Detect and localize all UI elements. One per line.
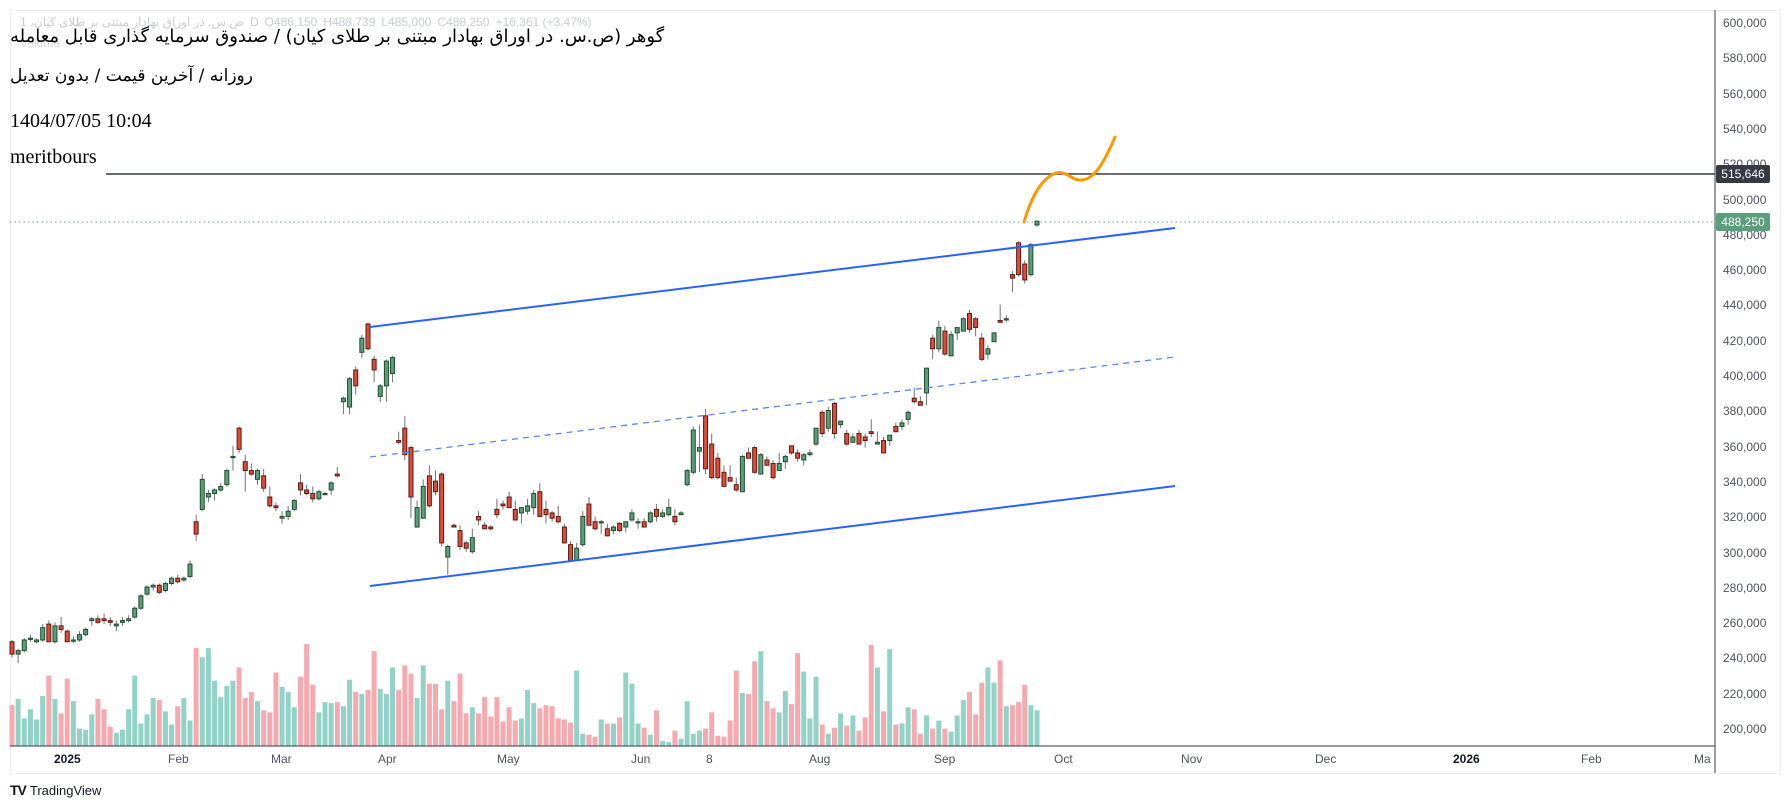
tradingview-logo-text: TradingView <box>29 782 102 798</box>
symbol-name: ص.س. در اوراق بهادار مبتنی بر طلای کیان،… <box>20 15 244 29</box>
time-tick-label: 8 <box>706 752 713 766</box>
price-tick-label: 540,000 <box>1723 121 1767 136</box>
tradingview-logo-icon: TV <box>10 782 27 798</box>
last-price-tag: 488,250 <box>1716 213 1770 231</box>
time-tick-label: Feb <box>168 752 189 766</box>
price-tick-label: 580,000 <box>1723 51 1767 66</box>
price-tick-label: 460,000 <box>1723 263 1767 278</box>
price-tick-label: 560,000 <box>1723 86 1767 101</box>
time-tick-label: Jun <box>631 752 651 766</box>
price-tick-label: 400,000 <box>1723 369 1767 383</box>
price-tick-label: 300,000 <box>1723 545 1767 560</box>
channel-mid-line[interactable] <box>369 356 1176 458</box>
price-tick-label: 360,000 <box>1723 439 1767 454</box>
volume-legend: Volume <box>20 36 61 50</box>
interval-label: D <box>249 15 259 29</box>
chart-author: meritbours <box>10 146 97 168</box>
time-tick-label: Ma <box>1694 752 1711 766</box>
channel-lower-line[interactable] <box>369 485 1176 587</box>
close-value: C488,250 <box>437 15 490 29</box>
price-tick-label: 260,000 <box>1723 616 1767 631</box>
chart-datetime: 1404/07/05 10:04 <box>10 110 152 132</box>
channel-upper-line[interactable] <box>369 227 1176 328</box>
chart-frame <box>10 10 1781 774</box>
time-tick-label: Mar <box>271 752 292 766</box>
horizontal-line-price-tag: 515,646 <box>1716 165 1770 183</box>
price-tick-label: 200,000 <box>1723 722 1767 736</box>
low-value: L485,000 <box>381 15 432 29</box>
chart-title: گوهر (ص.س. در اوراق بهادار مبتنی بر طلای… <box>10 26 665 47</box>
chart-subtitle: روزانه / آخرین قیمت / بدون تعدیل <box>10 66 253 86</box>
price-tick-label: 480,000 <box>1723 227 1767 242</box>
time-tick-label: May <box>497 752 520 766</box>
price-tick-label: 380,000 <box>1723 404 1767 419</box>
open-value: O486,150 <box>264 15 318 29</box>
price-tick-label: 280,000 <box>1723 580 1767 595</box>
time-tick-label: Sep <box>934 752 956 766</box>
price-tick-label: 220,000 <box>1723 686 1767 701</box>
price-tick-label: 340,000 <box>1723 474 1767 489</box>
price-tick-label: 320,000 <box>1723 510 1767 525</box>
change-value: +16,361 (+3.47%) <box>495 15 592 29</box>
volume-bars <box>9 644 1040 746</box>
time-tick-label: Nov <box>1181 752 1203 766</box>
price-tick-label: 420,000 <box>1723 333 1767 348</box>
price-tick-label: 600,000 <box>1723 16 1767 30</box>
time-tick-label: Apr <box>378 752 397 766</box>
price-tick-label: 500,000 <box>1723 192 1767 207</box>
time-tick-label: Aug <box>809 752 831 766</box>
time-tick-label: Feb <box>1581 752 1602 766</box>
high-value: H488,739 <box>323 15 376 29</box>
time-tick-label: Dec <box>1315 752 1337 766</box>
time-tick-label: 2026 <box>1453 752 1480 766</box>
tradingview-logo[interactable]: TV TradingView <box>10 782 101 798</box>
price-tick-label: 240,000 <box>1723 651 1767 666</box>
projection-curve-drawing[interactable] <box>1022 135 1117 224</box>
candlesticks <box>9 220 1040 663</box>
time-tick-label: 2025 <box>54 752 81 766</box>
time-tick-label: Oct <box>1054 752 1073 766</box>
price-tick-label: 440,000 <box>1723 298 1767 313</box>
ohlc-legend: ص.س. در اوراق بهادار مبتنی بر طلای کیان،… <box>20 15 598 29</box>
